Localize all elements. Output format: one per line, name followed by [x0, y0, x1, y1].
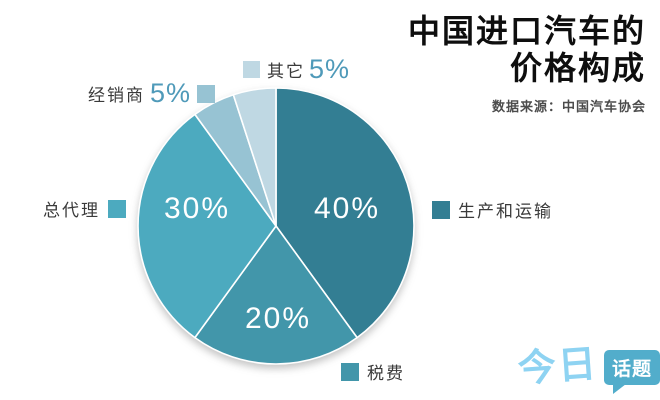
brand-logo-text-light: 今日	[516, 343, 600, 391]
pie-slice-2	[137, 113, 277, 339]
callout-tax: 税费	[341, 359, 405, 384]
brand-logo: 今日 话题	[516, 343, 660, 394]
pie-slice-4	[232, 87, 277, 227]
callout-general-agent-label: 总代理	[43, 201, 100, 220]
pie-slice-1	[194, 225, 358, 365]
callout-dealer-pct: 5%	[150, 78, 192, 108]
legend-square-dealer-icon	[197, 84, 216, 103]
callout-dealer-label: 经销商	[88, 86, 145, 105]
callout-others: 其它 5%	[243, 56, 350, 83]
brand-logo-bubble-tail-icon	[613, 383, 626, 394]
legend-square-others-icon	[243, 61, 260, 78]
callout-others-pct: 5%	[309, 54, 351, 84]
callout-tax-label: 税费	[367, 364, 405, 383]
data-source-note: 数据来源：中国汽车协会	[491, 99, 646, 114]
page-title-line1: 中国进口汽车的	[407, 13, 646, 49]
legend-square-general-agent-icon	[108, 199, 126, 218]
legend-square-production-icon	[432, 200, 450, 219]
callout-dealer: 经销商 5%	[88, 78, 216, 108]
pie-slice-0	[275, 87, 415, 339]
page-title-line2: 价格构成	[509, 50, 646, 86]
slice-pct-tax: 20%	[244, 302, 312, 335]
callout-others-label: 其它	[267, 62, 305, 81]
brand-logo-bubble-text: 话题	[612, 358, 653, 380]
callout-production: 生产和运输	[432, 197, 553, 222]
brand-logo-bubble: 话题	[604, 349, 660, 394]
slice-pct-production: 40%	[313, 192, 381, 225]
callout-production-label: 生产和运输	[458, 202, 553, 221]
title-block: 中国进口汽车的 价格构成 数据来源：中国汽车协会	[408, 13, 646, 115]
legend-square-tax-icon	[341, 362, 359, 381]
pie-chart	[137, 87, 415, 365]
callout-general-agent: 总代理	[43, 196, 126, 221]
slice-pct-agent: 30%	[163, 192, 231, 225]
